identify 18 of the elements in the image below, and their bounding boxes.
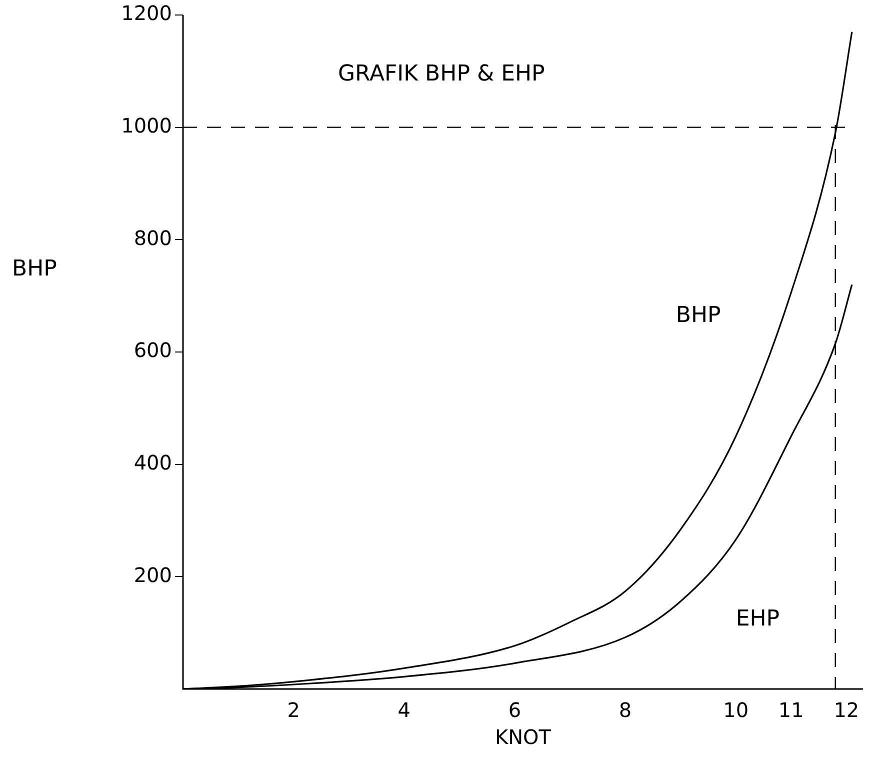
y-tick-label: 400 xyxy=(134,450,172,475)
x-tick-label: 12 xyxy=(834,698,860,722)
x-tick-label: 8 xyxy=(618,698,632,722)
x-tick-label: 4 xyxy=(398,698,411,722)
y-tick-label: 1000 xyxy=(121,114,172,138)
y-axis-title: BHP xyxy=(12,256,57,282)
x-tick-label: 2 xyxy=(287,698,300,722)
y-tick-label: 1200 xyxy=(121,1,172,26)
text: GRAFIK BHP & EHP xyxy=(338,62,545,87)
y-tick-label: 200 xyxy=(134,562,172,587)
x-tick-label: 6 xyxy=(508,698,522,722)
text: BHP xyxy=(676,302,721,328)
x-axis-title: KNOT xyxy=(494,725,552,750)
y-tick-label: 800 xyxy=(134,226,172,250)
x-tick-label: 11 xyxy=(778,698,804,722)
y-tick-label: 600 xyxy=(134,338,172,362)
x-tick-label: 10 xyxy=(723,698,749,722)
series-label: EHP xyxy=(736,606,780,632)
